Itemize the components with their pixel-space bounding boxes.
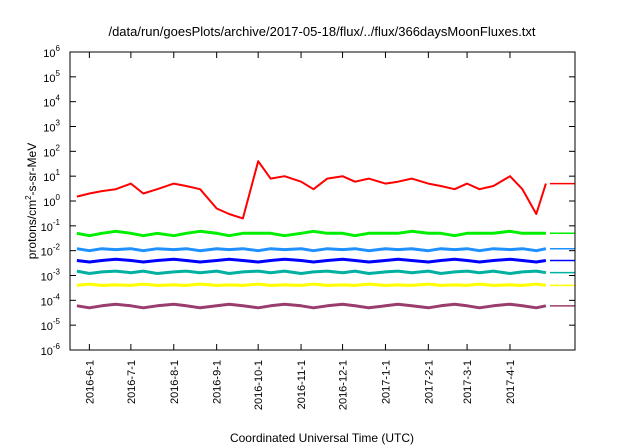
y-tick-label: 100: [43, 193, 60, 209]
series-layer: [76, 160, 547, 310]
reference-lines: [549, 182, 575, 307]
x-tick-label: 2016-7-1: [126, 360, 138, 404]
y-tick-exponent: 6: [56, 44, 61, 53]
y-tick-label: 10-6: [41, 342, 61, 358]
y-axis-label-sup: 2: [24, 195, 33, 200]
x-tick-label: 2016-11-1: [296, 360, 308, 409]
y-tick-base: 10: [43, 172, 55, 184]
x-tick-label: 2017-3-1: [462, 360, 474, 404]
y-tick-exponent: -1: [53, 218, 61, 227]
series-line: [76, 229, 546, 238]
y-tick-label: 105: [43, 69, 60, 85]
y-tick-exponent: -3: [53, 268, 61, 277]
y-tick-label: 102: [43, 143, 60, 159]
x-tick-label: 2016-8-1: [169, 360, 181, 404]
y-tick-exponent: -2: [53, 243, 61, 252]
x-tick-label: 2016-10-1: [253, 360, 265, 410]
x-axis-ticks: 2016-6-1 2016-7-1 2016-8-1 2016-9-1 2016-10-…: [84, 52, 517, 410]
y-tick-label: 103: [43, 119, 60, 135]
y-tick-base: 10: [41, 321, 53, 333]
y-tick-base: 10: [43, 197, 55, 209]
y-tick-exponent: -5: [53, 317, 61, 326]
y-tick-base: 10: [43, 123, 55, 135]
y-tick-label: 104: [43, 94, 60, 110]
x-tick-label: 2017-1-1: [380, 360, 392, 404]
y-tick-exponent: -4: [53, 292, 61, 301]
series-line: [76, 282, 547, 287]
y-axis-ticks: 10-610-510-410-310-210-11001011021031041…: [41, 44, 575, 358]
series-line: [76, 257, 547, 264]
y-axis-label-pre: protons/cm: [25, 200, 39, 259]
y-tick-base: 10: [41, 272, 53, 284]
y-tick-label: 10-1: [41, 218, 61, 234]
series-line: [76, 160, 547, 220]
x-axis-label: Coordinated Universal Time (UTC): [230, 431, 414, 445]
y-tick-exponent: 4: [56, 94, 61, 103]
y-tick-base: 10: [43, 98, 55, 110]
y-axis-label: protons/cm2-s-sr-MeV: [24, 143, 39, 259]
y-tick-label: 106: [43, 44, 60, 60]
y-tick-exponent: 0: [56, 193, 61, 202]
y-tick-exponent: 1: [56, 168, 61, 177]
y-tick-label: 10-5: [41, 317, 61, 333]
y-tick-label: 101: [43, 168, 60, 184]
series-line: [76, 247, 547, 253]
y-tick-label: 10-4: [41, 292, 61, 308]
y-tick-base: 10: [41, 222, 53, 234]
y-tick-base: 10: [43, 147, 55, 159]
x-tick-label: 2017-4-1: [505, 360, 517, 404]
y-tick-base: 10: [41, 296, 53, 308]
y-tick-base: 10: [43, 73, 55, 85]
y-tick-base: 10: [41, 346, 53, 358]
series-line: [76, 302, 547, 310]
x-tick-label: 2016-6-1: [84, 360, 96, 404]
y-tick-exponent: 2: [56, 143, 61, 152]
y-tick-exponent: -6: [53, 342, 61, 351]
x-tick-label: 2017-2-1: [423, 360, 435, 404]
y-tick-label: 10-2: [41, 243, 61, 259]
series-line: [76, 269, 547, 275]
y-tick-label: 10-3: [41, 268, 61, 284]
y-tick-base: 10: [41, 247, 53, 259]
y-tick-exponent: 3: [56, 119, 61, 128]
x-tick-label: 2016-12-1: [338, 360, 350, 410]
y-axis-label-post: -s-sr-MeV: [25, 143, 39, 196]
x-tick-label: 2016-9-1: [212, 360, 224, 404]
chart-title: /data/run/goesPlots/archive/2017-05-18/f…: [108, 24, 535, 39]
y-tick-exponent: 5: [56, 69, 61, 78]
y-tick-base: 10: [43, 48, 55, 60]
